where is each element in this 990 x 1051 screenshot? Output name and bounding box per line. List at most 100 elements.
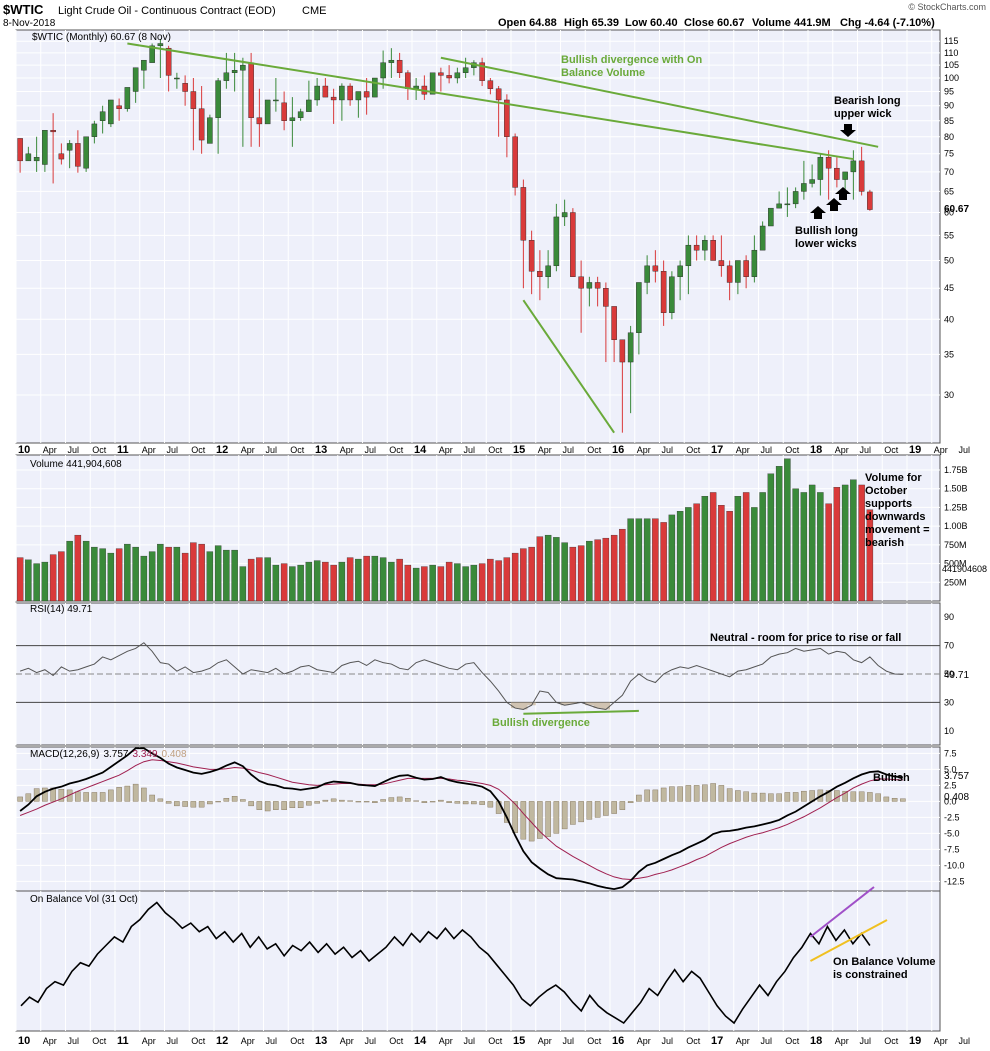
candle-up	[792, 191, 799, 205]
macd-histogram-bar	[718, 785, 725, 802]
x-tick-label: Jul	[761, 445, 773, 455]
volume-bar	[82, 540, 90, 602]
x-tick-label: Jul	[563, 445, 575, 455]
candle-down	[116, 105, 122, 109]
candle-down	[347, 85, 353, 101]
volume-bar	[58, 551, 65, 602]
x-tick-label: Oct	[191, 1036, 206, 1046]
candle-up	[141, 59, 147, 71]
volume-bar	[190, 542, 197, 602]
annot-v-l4: downwards	[865, 511, 926, 523]
candle-up	[42, 130, 48, 165]
annot-obv-l2: is constrained	[833, 969, 908, 981]
volume-tick-label: 1.50B	[944, 484, 968, 494]
x-tick-label: Oct	[587, 1036, 602, 1046]
macd-histogram-bar	[454, 801, 461, 804]
macd-histogram-bar	[735, 790, 741, 802]
volume-bar	[49, 554, 57, 602]
macd-histogram-bar	[124, 785, 131, 802]
macd-histogram-bar	[875, 793, 881, 802]
macd-tick-label: -10.0	[944, 860, 965, 870]
volume-bar	[478, 563, 486, 602]
macd-histogram-bar	[174, 801, 180, 807]
macd-panel: 7.5 5.0 2.5 0.0 -2.5 -5.0 -7.5 -10.0 -12.5	[15, 746, 965, 892]
chart-date: 8-Nov-2018	[3, 18, 56, 29]
x-tick-label: Apr	[538, 1036, 552, 1046]
candle-down	[611, 306, 617, 340]
candle-up	[809, 179, 815, 184]
candle-up	[561, 212, 568, 218]
candle-down	[726, 265, 733, 283]
candle-up	[132, 67, 139, 92]
candle-up	[627, 332, 634, 363]
macd-tick-label: 0.0	[944, 796, 957, 806]
x-tick-label: Apr	[637, 445, 651, 455]
volume-bar	[132, 546, 139, 602]
x-tick-label: 13	[315, 444, 327, 456]
candle-down	[718, 260, 725, 267]
volume-bar	[181, 552, 189, 602]
volume-bar	[305, 561, 313, 602]
candle-up	[462, 67, 469, 73]
candle-down	[660, 271, 667, 313]
annot-obv-constrained: On Balance Volume is constrained	[833, 956, 936, 981]
macd-histogram-bar	[751, 792, 758, 802]
annot-v-l3: supports	[865, 498, 912, 510]
macd-histogram-bar	[281, 801, 287, 810]
volume-bar	[635, 518, 643, 602]
candle-down	[50, 130, 56, 133]
x-tick-label: 14	[414, 1035, 427, 1047]
volume-bar	[355, 558, 362, 602]
volume-bar	[817, 492, 824, 602]
candle-up	[388, 59, 395, 63]
candle-down	[446, 75, 452, 79]
macd-histogram-bar	[355, 801, 362, 803]
candle-down	[479, 62, 485, 81]
macd-histogram-bar	[842, 790, 848, 802]
macd-histogram-bar	[883, 796, 890, 802]
candle-up	[380, 62, 386, 79]
macd-tick-label: -12.5	[944, 876, 965, 886]
x-tick-label: 16	[612, 444, 624, 456]
macd-histogram-bar	[116, 787, 122, 802]
candle-up	[149, 45, 155, 63]
x-tick-label: Oct	[884, 1036, 899, 1046]
candle-down	[330, 96, 337, 101]
candle-up	[66, 143, 73, 151]
candle-up	[231, 70, 238, 73]
volume-bar	[470, 564, 478, 602]
macd-histogram-bar	[636, 794, 642, 802]
volume-bar	[561, 542, 568, 602]
rsi-panel-title: RSI(14) 49.71	[30, 604, 93, 615]
x-tick-label: Oct	[785, 445, 800, 455]
candle-up	[273, 99, 279, 102]
candle-down	[405, 72, 411, 89]
volume-bar	[41, 561, 49, 602]
rsi-tick-label: 10	[944, 726, 954, 736]
rsi-tick-label: 30	[944, 697, 954, 707]
candle-down	[693, 244, 700, 251]
volume-bar	[124, 543, 131, 602]
volume-bar	[676, 511, 684, 602]
candle-down	[17, 138, 23, 162]
candle-up	[429, 72, 436, 95]
macd-title-main: MACD(12,26,9)	[30, 749, 99, 760]
x-tick-label: Apr	[43, 1036, 57, 1046]
annot-rsi-bullish-divergence: Bullish divergence	[492, 717, 590, 729]
macd-histogram-bar	[479, 801, 485, 805]
price-tick-label: 35	[944, 349, 954, 359]
x-tick-label: Apr	[835, 445, 849, 455]
volume-bar	[693, 503, 700, 602]
candle-down	[603, 288, 609, 307]
x-tick-label: Oct	[785, 1036, 800, 1046]
volume-bar	[759, 492, 766, 602]
volume-bar	[569, 546, 577, 602]
volume-bar	[99, 548, 106, 602]
macd-histogram-bar	[215, 801, 221, 803]
volume-bar	[289, 566, 296, 602]
macd-histogram-bar	[17, 796, 23, 802]
volume-bar	[866, 509, 874, 602]
volume-tick-label: 750M	[944, 540, 967, 550]
arrow-up-icon	[810, 206, 826, 219]
volume-bar	[833, 487, 841, 602]
